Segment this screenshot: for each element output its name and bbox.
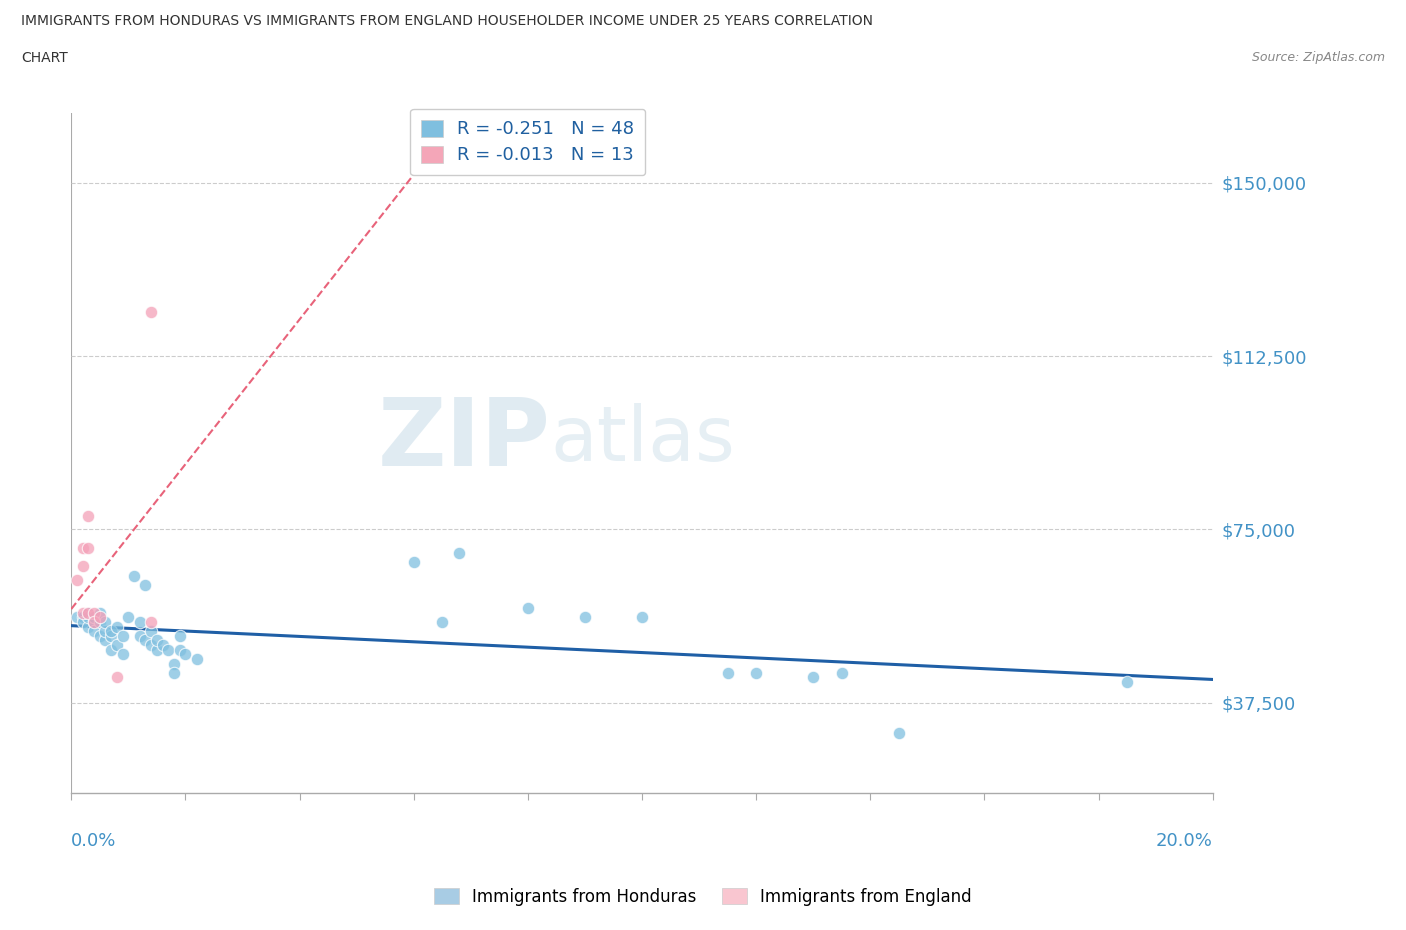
- Text: 20.0%: 20.0%: [1156, 832, 1213, 850]
- Point: [72, 540, 94, 555]
- Point: [141, 638, 163, 653]
- Point: [105, 619, 128, 634]
- Point: [163, 656, 186, 671]
- Point: [574, 610, 596, 625]
- Point: [83, 610, 105, 625]
- Point: [169, 629, 191, 644]
- Text: ZIP: ZIP: [378, 393, 551, 485]
- Point: [801, 670, 824, 684]
- Point: [122, 568, 145, 583]
- Point: [72, 610, 94, 625]
- Point: [1116, 674, 1139, 689]
- Point: [77, 605, 100, 620]
- Point: [174, 647, 197, 662]
- Point: [516, 601, 538, 616]
- Point: [717, 665, 740, 680]
- Point: [134, 633, 156, 648]
- Point: [89, 629, 111, 644]
- Point: [152, 638, 174, 653]
- Point: [94, 633, 117, 648]
- Point: [89, 610, 111, 625]
- Point: [111, 629, 134, 644]
- Text: Source: ZipAtlas.com: Source: ZipAtlas.com: [1251, 51, 1385, 64]
- Point: [105, 670, 128, 684]
- Point: [134, 578, 156, 592]
- Legend: R = -0.251   N = 48, R = -0.013   N = 13: R = -0.251 N = 48, R = -0.013 N = 13: [411, 109, 645, 175]
- Point: [83, 615, 105, 630]
- Point: [146, 643, 169, 658]
- Point: [100, 643, 122, 658]
- Point: [141, 624, 163, 639]
- Legend: Immigrants from Honduras, Immigrants from England: Immigrants from Honduras, Immigrants fro…: [427, 881, 979, 912]
- Point: [887, 725, 910, 740]
- Point: [72, 615, 94, 630]
- Point: [146, 633, 169, 648]
- Point: [72, 605, 94, 620]
- Point: [83, 624, 105, 639]
- Point: [745, 665, 768, 680]
- Point: [432, 615, 454, 630]
- Text: CHART: CHART: [21, 51, 67, 65]
- Point: [94, 615, 117, 630]
- Point: [89, 605, 111, 620]
- Text: 0.0%: 0.0%: [72, 832, 117, 850]
- Point: [77, 508, 100, 523]
- Point: [141, 305, 163, 320]
- Point: [66, 573, 89, 588]
- Point: [128, 629, 150, 644]
- Point: [117, 610, 139, 625]
- Text: IMMIGRANTS FROM HONDURAS VS IMMIGRANTS FROM ENGLAND HOUSEHOLDER INCOME UNDER 25 : IMMIGRANTS FROM HONDURAS VS IMMIGRANTS F…: [21, 14, 873, 28]
- Point: [141, 615, 163, 630]
- Point: [72, 559, 94, 574]
- Point: [100, 624, 122, 639]
- Point: [163, 665, 186, 680]
- Point: [83, 605, 105, 620]
- Point: [77, 619, 100, 634]
- Point: [128, 615, 150, 630]
- Point: [94, 624, 117, 639]
- Point: [77, 605, 100, 620]
- Point: [157, 643, 180, 658]
- Text: atlas: atlas: [551, 403, 735, 476]
- Point: [831, 665, 853, 680]
- Point: [77, 540, 100, 555]
- Point: [186, 652, 208, 667]
- Point: [631, 610, 654, 625]
- Point: [77, 610, 100, 625]
- Point: [83, 615, 105, 630]
- Point: [169, 643, 191, 658]
- Point: [111, 647, 134, 662]
- Point: [66, 610, 89, 625]
- Point: [100, 629, 122, 644]
- Point: [449, 545, 471, 560]
- Point: [402, 554, 425, 569]
- Point: [105, 638, 128, 653]
- Point: [89, 615, 111, 630]
